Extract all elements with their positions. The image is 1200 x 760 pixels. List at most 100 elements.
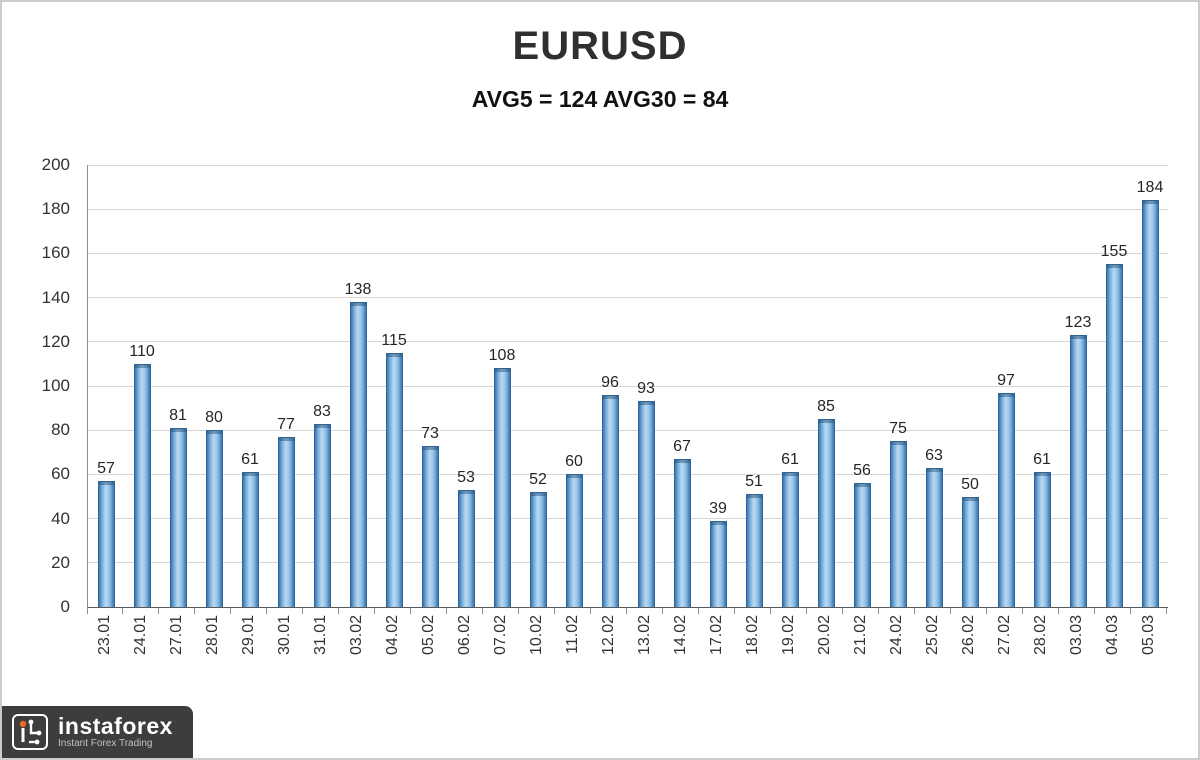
gridline — [88, 562, 1168, 564]
bar-slot: 81 — [160, 165, 196, 607]
bar-value-label: 51 — [745, 473, 763, 491]
x-tick-label: 04.03 — [1104, 615, 1121, 656]
bar — [961, 496, 979, 607]
bar-slot: 52 — [520, 165, 556, 607]
gridline — [88, 208, 1168, 210]
bar-slot: 155 — [1096, 165, 1132, 607]
bar — [133, 363, 151, 607]
bar-slot: 60 — [556, 165, 592, 607]
bar-value-label: 67 — [673, 437, 691, 455]
y-tick-label: 20 — [51, 552, 70, 572]
y-tick-label: 80 — [51, 420, 70, 440]
x-tick-label: 21.02 — [852, 615, 869, 656]
x-tick-label: 19.02 — [780, 615, 797, 656]
bar — [529, 492, 547, 607]
bar-value-label: 97 — [997, 371, 1015, 389]
y-tick-label: 200 — [41, 155, 70, 174]
bar-slot: 61 — [232, 165, 268, 607]
bar — [925, 467, 943, 607]
x-tick-label: 30.01 — [276, 615, 293, 656]
bar — [349, 302, 367, 607]
x-tick: 27.02 — [987, 608, 1023, 700]
bar-slot: 93 — [628, 165, 664, 607]
y-tick-label: 180 — [41, 199, 70, 219]
bar-slot: 39 — [700, 165, 736, 607]
bar-slot: 96 — [592, 165, 628, 607]
bar — [493, 368, 511, 607]
bar-value-label: 61 — [781, 451, 799, 469]
x-tick: 05.03 — [1131, 608, 1167, 700]
bar-slot: 75 — [880, 165, 916, 607]
x-tick: 26.02 — [951, 608, 987, 700]
bar-slot: 63 — [916, 165, 952, 607]
x-tick-label: 23.01 — [96, 615, 113, 656]
x-tick-label: 28.01 — [204, 615, 221, 656]
bar-value-label: 81 — [169, 407, 187, 424]
x-tick: 25.02 — [915, 608, 951, 700]
y-tick-label: 60 — [51, 464, 70, 484]
x-tick: 17.02 — [699, 608, 735, 700]
bar-value-label: 56 — [853, 462, 871, 480]
x-tick-label: 25.02 — [924, 615, 941, 656]
bar — [601, 394, 619, 607]
bar-value-label: 61 — [241, 451, 259, 469]
bar — [1033, 472, 1051, 607]
bar-value-label: 75 — [889, 420, 907, 438]
x-axis-labels: 23.01 24.01 27.01 28.01 29.01 30.01 31.01 03.02… — [87, 608, 1167, 700]
bar-slot: 85 — [808, 165, 844, 607]
bar — [1141, 200, 1159, 607]
bar — [1069, 335, 1087, 607]
bar-value-label: 85 — [817, 398, 835, 416]
bar — [241, 472, 259, 607]
gridline — [88, 518, 1168, 520]
x-tick-label: 18.02 — [744, 615, 761, 656]
brand-name: instaforex — [58, 713, 173, 739]
chart-subtitle: AVG5 = 124 AVG30 = 84 — [471, 86, 729, 112]
x-tick-label: 04.02 — [384, 615, 401, 656]
x-tick: 24.02 — [879, 608, 915, 700]
x-tick: 07.02 — [483, 608, 519, 700]
bar-slot: 97 — [988, 165, 1024, 607]
x-tick: 31.01 — [303, 608, 339, 700]
bar-slot: 108 — [484, 165, 520, 607]
x-tick-label: 10.02 — [528, 615, 545, 656]
bar-value-label: 108 — [488, 347, 516, 365]
bar-slot: 73 — [412, 165, 448, 607]
bar-value-label: 110 — [129, 342, 155, 360]
bar-value-label: 123 — [1064, 314, 1092, 332]
gridline — [88, 473, 1168, 475]
x-tick: 13.02 — [627, 608, 663, 700]
bar — [169, 428, 187, 607]
x-tick: 27.01 — [159, 608, 195, 700]
instaforex-icon — [12, 714, 48, 750]
x-tick: 20.02 — [807, 608, 843, 700]
bar — [781, 472, 799, 607]
bar — [277, 436, 295, 607]
x-tick: 06.02 — [447, 608, 483, 700]
bar-slot: 56 — [844, 165, 880, 607]
x-tick-label: 05.03 — [1140, 615, 1157, 656]
y-tick-label: 120 — [41, 331, 70, 351]
bar — [385, 352, 403, 607]
bar-value-label: 184 — [1136, 179, 1164, 197]
x-tick-label: 29.01 — [240, 615, 257, 656]
bar-value-label: 63 — [925, 446, 943, 464]
bar-value-label: 83 — [313, 402, 331, 420]
y-axis-labels: 0 20 40 60 80 100 120 140 160 180 200 — [2, 156, 78, 616]
bar-value-label: 80 — [205, 409, 223, 427]
x-tick: 30.01 — [267, 608, 303, 700]
gridline — [88, 385, 1168, 387]
gridline — [88, 297, 1168, 299]
bar — [457, 489, 475, 607]
x-tick: 04.02 — [375, 608, 411, 700]
x-tick-label: 17.02 — [708, 615, 725, 656]
chart-title: EURUSD — [512, 24, 688, 68]
bar-slot: 184 — [1132, 165, 1168, 607]
y-tick-label: 140 — [41, 287, 70, 307]
bar — [637, 401, 655, 607]
x-tick-label: 03.02 — [348, 615, 365, 656]
x-tick-label: 05.02 — [420, 615, 437, 656]
gridline — [88, 341, 1168, 343]
x-tick-label: 26.02 — [960, 615, 977, 656]
bar-value-label: 60 — [565, 453, 583, 471]
